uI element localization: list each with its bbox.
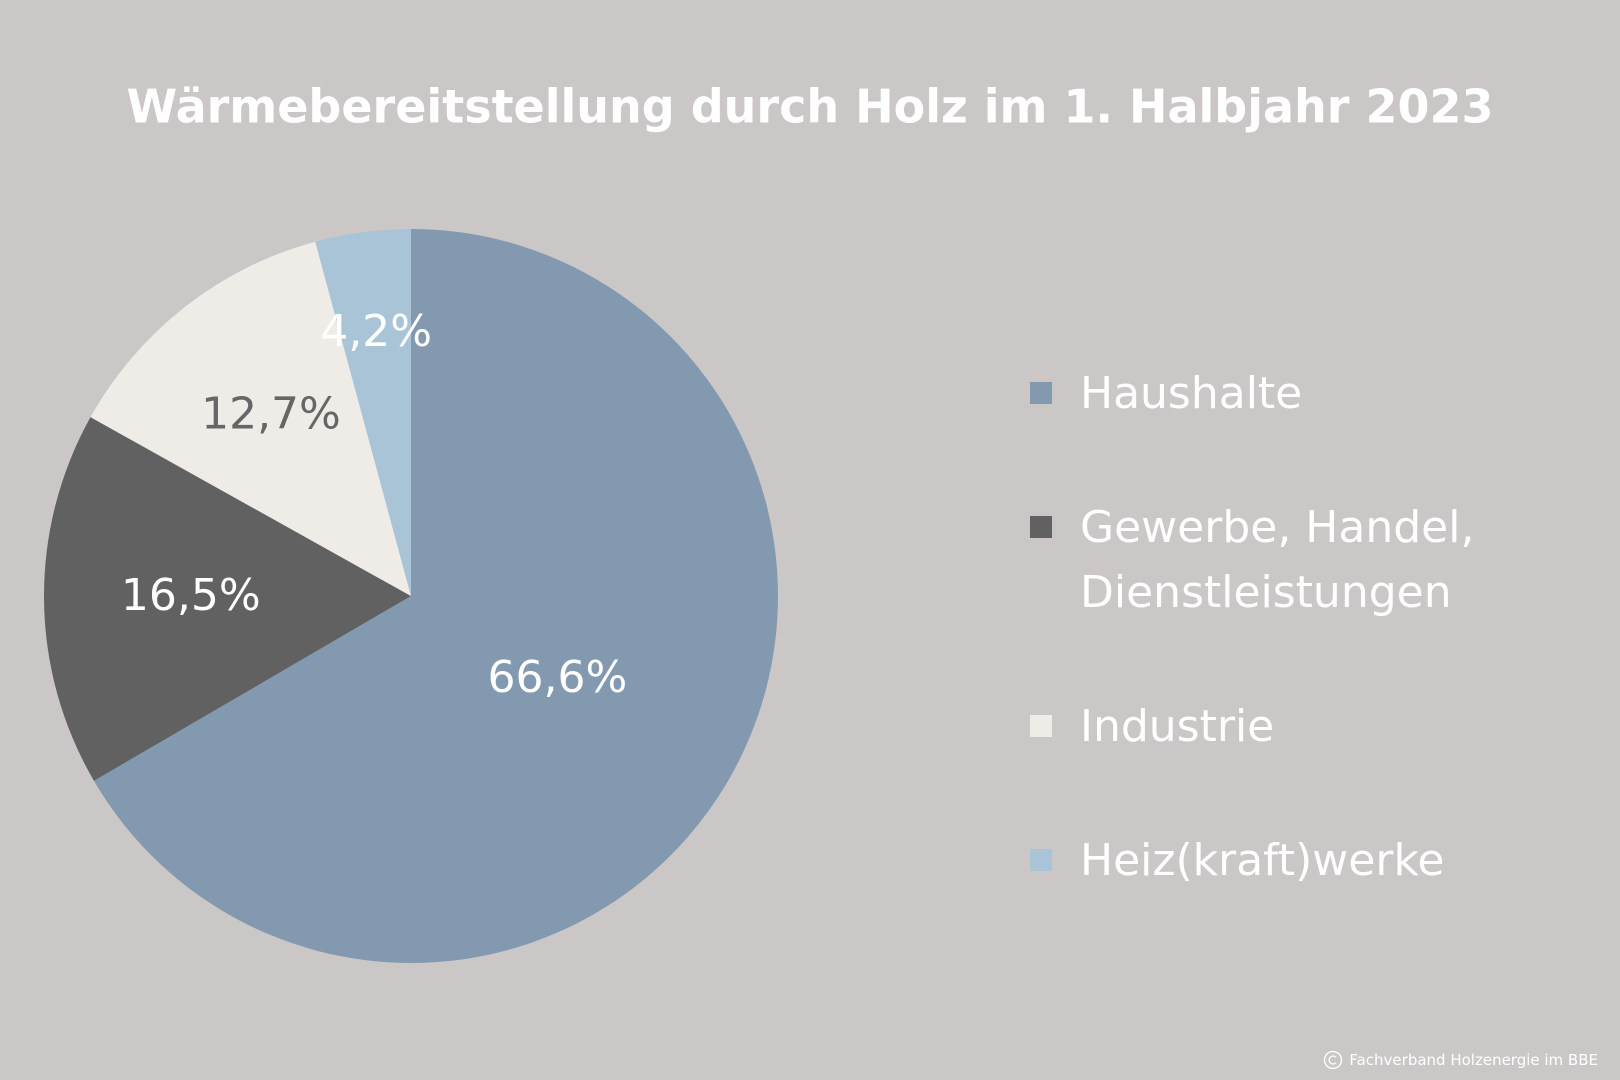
legend-swatch (1030, 382, 1052, 404)
legend-label: Heiz(kraft)werke (1080, 835, 1445, 886)
legend-swatch (1030, 715, 1052, 737)
legend-item: Heiz(kraft)werke (1030, 828, 1570, 893)
pie-slice (44, 417, 412, 781)
legend-label: Haushalte (1080, 368, 1303, 419)
chart-title: Wärmebereitstellung durch Holz im 1. Hal… (126, 80, 1493, 134)
pie: 66,6% 16,5% 12,7% 4,2% (44, 229, 779, 963)
value-label: 66,6% (487, 652, 627, 703)
value-label: 4,2% (320, 306, 432, 357)
source: Fachverband Holzenergie im BBE (1323, 1050, 1598, 1070)
copyright-icon (1324, 1050, 1343, 1070)
legend-item: Gewerbe, Handel, Dienstleistungen (1030, 495, 1570, 625)
legend-swatch (1030, 516, 1052, 538)
legend-label: Industrie (1080, 701, 1275, 752)
source-text: Fachverband Holzenergie im BBE (1349, 1051, 1598, 1069)
pie-slice (90, 241, 411, 596)
legend-item: Haushalte (1030, 361, 1570, 426)
legend-swatch (1030, 849, 1052, 871)
value-label: 12,7% (201, 389, 341, 440)
value-label: 16,5% (121, 570, 261, 621)
pie-slice (93, 229, 779, 963)
legend-label: Gewerbe, Handel, Dienstleistungen (1080, 502, 1475, 618)
pie-slice (315, 229, 411, 596)
legend-item: Industrie (1030, 694, 1570, 759)
legend: Haushalte Gewerbe, Handel, Dienstleistung… (1030, 361, 1570, 962)
